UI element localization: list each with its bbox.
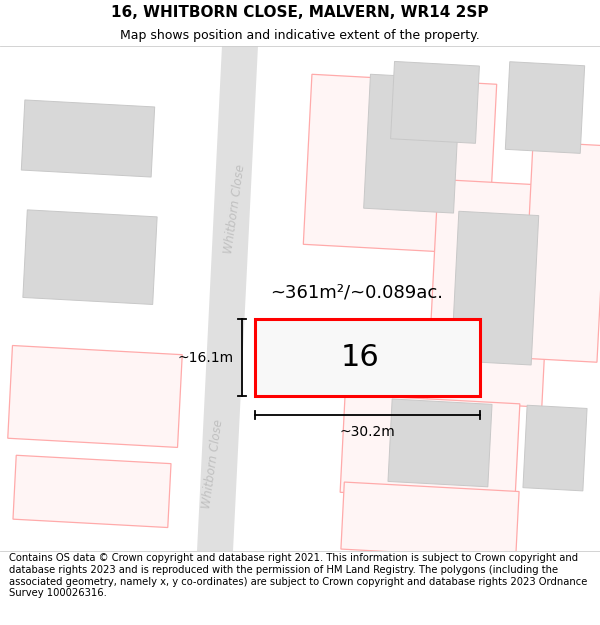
Polygon shape — [22, 100, 155, 177]
Polygon shape — [388, 399, 492, 487]
Polygon shape — [17, 458, 139, 524]
Polygon shape — [23, 210, 157, 304]
Polygon shape — [505, 62, 584, 153]
Text: Whitborn Close: Whitborn Close — [223, 163, 248, 254]
Polygon shape — [304, 74, 497, 254]
Text: ~361m²/~0.089ac.: ~361m²/~0.089ac. — [270, 284, 443, 301]
Text: Contains OS data © Crown copyright and database right 2021. This information is : Contains OS data © Crown copyright and d… — [9, 554, 587, 598]
Polygon shape — [427, 179, 553, 407]
Text: 16: 16 — [341, 342, 379, 372]
Polygon shape — [255, 319, 480, 396]
Text: ~30.2m: ~30.2m — [340, 426, 395, 439]
Polygon shape — [364, 74, 460, 213]
Text: 16, WHITBORN CLOSE, MALVERN, WR14 2SP: 16, WHITBORN CLOSE, MALVERN, WR14 2SP — [111, 5, 489, 20]
Polygon shape — [391, 61, 479, 143]
Polygon shape — [197, 46, 258, 551]
Polygon shape — [340, 394, 520, 502]
Polygon shape — [451, 211, 539, 365]
Text: Map shows position and indicative extent of the property.: Map shows position and indicative extent… — [120, 29, 480, 42]
Polygon shape — [341, 482, 519, 559]
Polygon shape — [8, 346, 182, 448]
Text: ~16.1m: ~16.1m — [178, 351, 234, 365]
Polygon shape — [306, 325, 404, 390]
Text: Whitborn Close: Whitborn Close — [200, 418, 226, 509]
Polygon shape — [523, 405, 587, 491]
Polygon shape — [13, 455, 171, 528]
Polygon shape — [16, 352, 155, 441]
Polygon shape — [522, 142, 600, 362]
